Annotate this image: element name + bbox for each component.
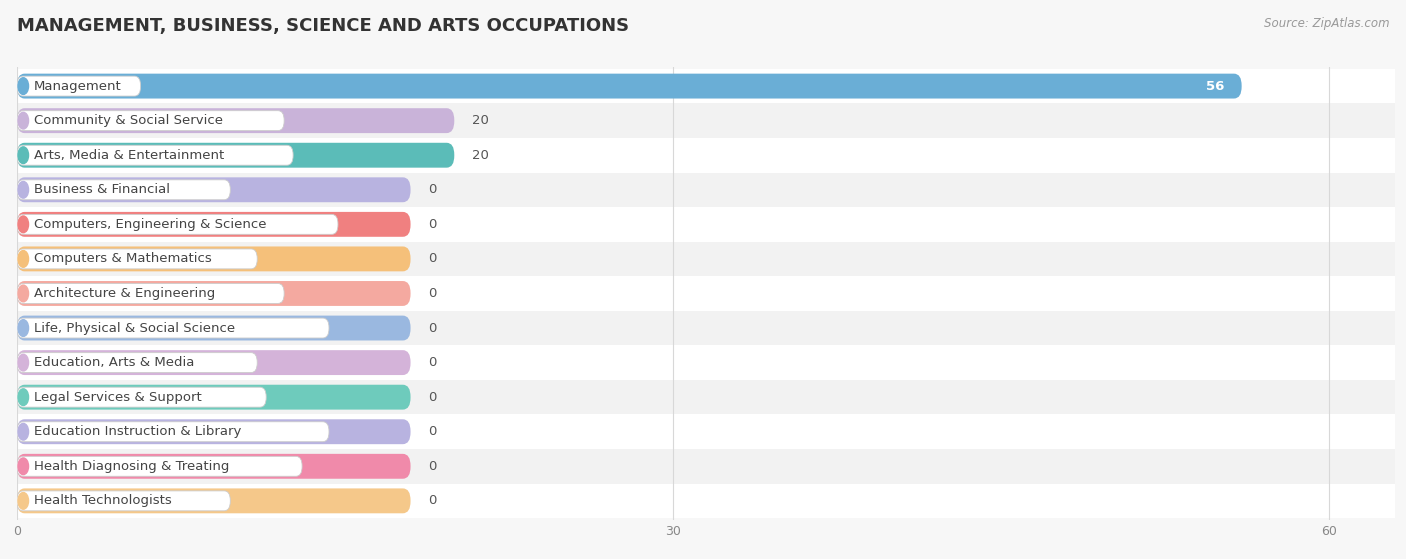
Circle shape [18, 458, 28, 475]
FancyBboxPatch shape [17, 108, 454, 133]
Circle shape [18, 320, 28, 337]
FancyBboxPatch shape [17, 489, 411, 513]
Circle shape [18, 147, 28, 164]
Text: Management: Management [34, 79, 122, 93]
Bar [17, 103, 1395, 138]
Circle shape [18, 78, 28, 94]
Bar [17, 345, 1395, 380]
Bar [17, 241, 1395, 276]
Text: 0: 0 [427, 253, 436, 266]
FancyBboxPatch shape [17, 111, 284, 131]
FancyBboxPatch shape [17, 281, 411, 306]
Text: 0: 0 [427, 356, 436, 369]
Text: 20: 20 [472, 149, 489, 162]
Bar [17, 138, 1395, 173]
Circle shape [18, 354, 28, 371]
FancyBboxPatch shape [17, 180, 231, 200]
FancyBboxPatch shape [17, 145, 292, 165]
Bar [17, 414, 1395, 449]
FancyBboxPatch shape [17, 456, 302, 476]
Circle shape [18, 250, 28, 267]
FancyBboxPatch shape [17, 350, 411, 375]
Bar [17, 484, 1395, 518]
FancyBboxPatch shape [17, 353, 257, 372]
Bar [17, 311, 1395, 345]
Text: Health Diagnosing & Treating: Health Diagnosing & Treating [34, 460, 229, 473]
Text: 20: 20 [472, 114, 489, 127]
Circle shape [18, 182, 28, 198]
Text: Computers, Engineering & Science: Computers, Engineering & Science [34, 218, 267, 231]
Text: Business & Financial: Business & Financial [34, 183, 170, 196]
Text: Computers & Mathematics: Computers & Mathematics [34, 253, 212, 266]
Text: Arts, Media & Entertainment: Arts, Media & Entertainment [34, 149, 225, 162]
Text: 0: 0 [427, 391, 436, 404]
FancyBboxPatch shape [17, 143, 454, 168]
FancyBboxPatch shape [17, 419, 411, 444]
Text: MANAGEMENT, BUSINESS, SCIENCE AND ARTS OCCUPATIONS: MANAGEMENT, BUSINESS, SCIENCE AND ARTS O… [17, 17, 628, 35]
FancyBboxPatch shape [17, 491, 231, 511]
Bar [17, 69, 1395, 103]
Text: Education Instruction & Library: Education Instruction & Library [34, 425, 242, 438]
Bar [17, 207, 1395, 241]
Circle shape [18, 492, 28, 509]
Text: Source: ZipAtlas.com: Source: ZipAtlas.com [1264, 17, 1389, 30]
Circle shape [18, 285, 28, 302]
Text: 56: 56 [1206, 79, 1225, 93]
Text: Architecture & Engineering: Architecture & Engineering [34, 287, 215, 300]
Bar [17, 173, 1395, 207]
Text: Legal Services & Support: Legal Services & Support [34, 391, 202, 404]
Text: 0: 0 [427, 183, 436, 196]
FancyBboxPatch shape [17, 454, 411, 479]
Text: 0: 0 [427, 425, 436, 438]
Text: Community & Social Service: Community & Social Service [34, 114, 224, 127]
FancyBboxPatch shape [17, 177, 411, 202]
Text: Health Technologists: Health Technologists [34, 494, 172, 508]
Text: 0: 0 [427, 321, 436, 334]
FancyBboxPatch shape [17, 316, 411, 340]
Circle shape [18, 112, 28, 129]
FancyBboxPatch shape [17, 422, 329, 442]
Circle shape [18, 216, 28, 233]
Circle shape [18, 423, 28, 440]
Text: 0: 0 [427, 494, 436, 508]
FancyBboxPatch shape [17, 387, 266, 407]
Text: 0: 0 [427, 218, 436, 231]
FancyBboxPatch shape [17, 74, 1241, 98]
FancyBboxPatch shape [17, 76, 141, 96]
FancyBboxPatch shape [17, 283, 284, 304]
Circle shape [18, 389, 28, 405]
FancyBboxPatch shape [17, 249, 257, 269]
Bar [17, 380, 1395, 414]
FancyBboxPatch shape [17, 247, 411, 271]
FancyBboxPatch shape [17, 215, 337, 234]
Text: 0: 0 [427, 287, 436, 300]
Bar [17, 276, 1395, 311]
Text: Education, Arts & Media: Education, Arts & Media [34, 356, 194, 369]
FancyBboxPatch shape [17, 385, 411, 410]
FancyBboxPatch shape [17, 212, 411, 237]
Text: 0: 0 [427, 460, 436, 473]
Text: Life, Physical & Social Science: Life, Physical & Social Science [34, 321, 235, 334]
FancyBboxPatch shape [17, 318, 329, 338]
Bar [17, 449, 1395, 484]
